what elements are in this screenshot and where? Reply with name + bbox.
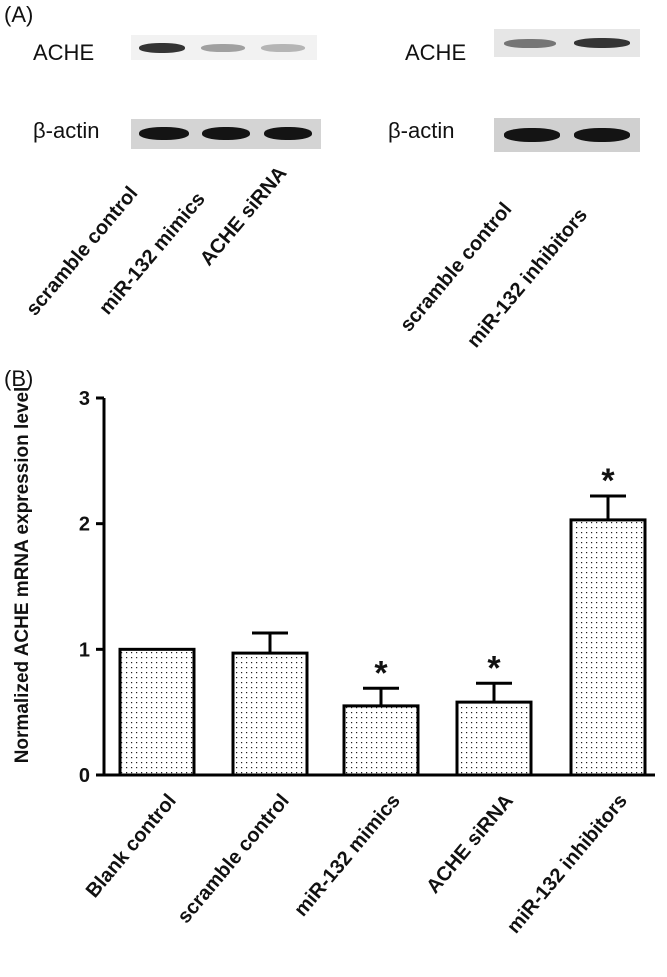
significance-marker: * xyxy=(601,462,615,500)
y-tick-label: 2 xyxy=(79,514,90,536)
significance-marker: * xyxy=(487,649,501,687)
left-actin-gel xyxy=(131,119,321,149)
left-ache-gel xyxy=(131,35,317,60)
significance-marker: * xyxy=(374,654,388,692)
panel-a-label: (A) xyxy=(4,2,34,27)
right-ache-gel xyxy=(494,29,640,57)
right-ache-band-2 xyxy=(574,38,630,48)
x-tick-label: Blank control xyxy=(82,790,181,902)
right-actin-gel xyxy=(494,118,640,152)
left-actin-label: β-actin xyxy=(33,118,100,143)
left-actin-band-3 xyxy=(264,127,312,140)
bar xyxy=(455,700,533,777)
bar xyxy=(342,704,420,777)
x-tick-label: ACHE siRNA xyxy=(422,790,517,898)
left-ache-band-1 xyxy=(139,43,185,53)
y-axis-label: Normalized ACHE mRNA expression level xyxy=(12,387,33,764)
x-tick-label: miR-132 inhibitors xyxy=(503,790,632,938)
bar xyxy=(569,518,647,777)
bar xyxy=(118,647,196,777)
right-actin-band-1 xyxy=(504,128,560,142)
y-tick-label: 3 xyxy=(79,388,90,410)
left-ache-band-3 xyxy=(261,44,305,52)
right-actin-band-2 xyxy=(574,128,630,142)
left-actin-band-1 xyxy=(139,127,189,140)
x-tick-label: scramble control xyxy=(173,790,293,928)
y-tick-label: 1 xyxy=(79,639,90,661)
x-tick-label: miR-132 mimics xyxy=(290,790,405,921)
bar xyxy=(231,651,309,777)
y-tick-label: 0 xyxy=(79,765,90,787)
left-actin-band-2 xyxy=(202,127,250,140)
right-actin-label: β-actin xyxy=(388,118,455,143)
right-ache-band-1 xyxy=(504,39,556,48)
left-ache-label: ACHE xyxy=(33,40,95,65)
right-ache-label: ACHE xyxy=(405,40,467,65)
left-ache-band-2 xyxy=(201,44,245,52)
panel-b-label: (B) xyxy=(4,366,34,391)
